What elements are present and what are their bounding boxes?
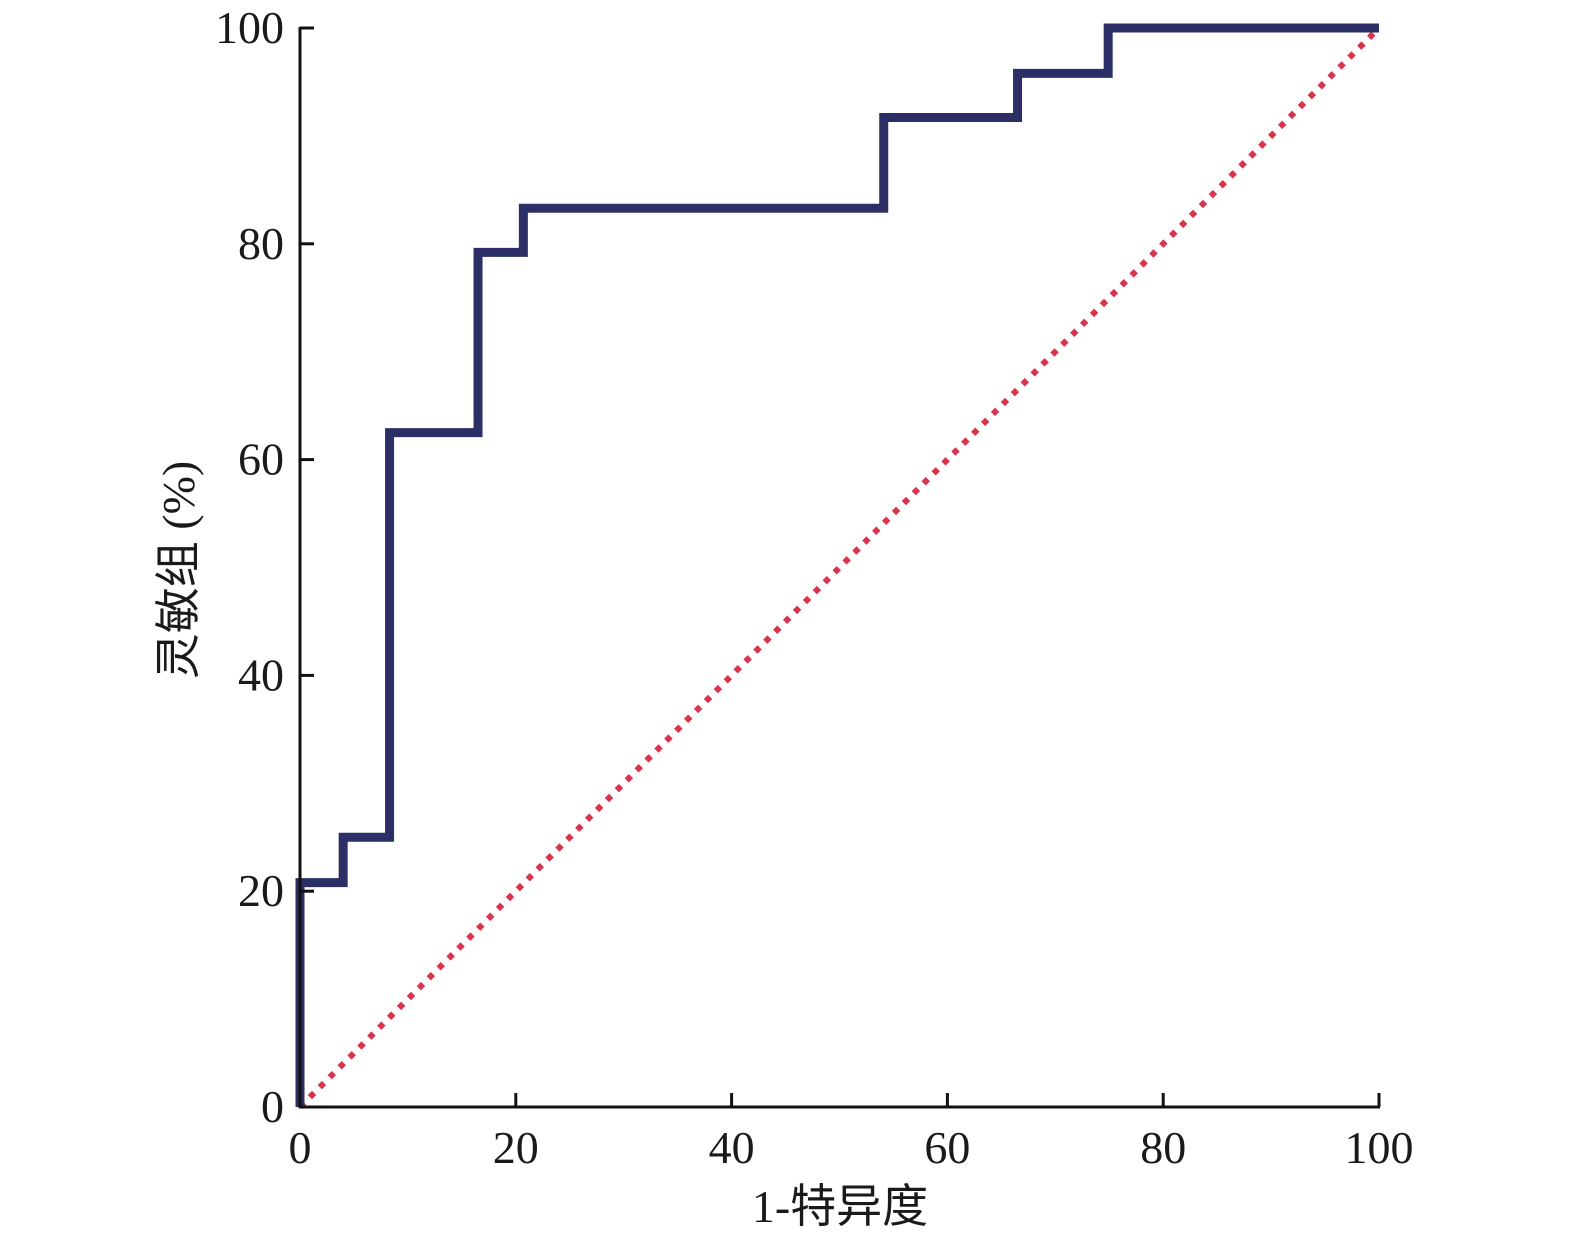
y-tick-label: 60 xyxy=(238,434,284,485)
x-tick-label: 20 xyxy=(493,1122,539,1173)
y-tick-label: 100 xyxy=(215,2,284,53)
x-tick-label: 40 xyxy=(709,1122,755,1173)
x-tick-label: 60 xyxy=(924,1122,970,1173)
reference-diagonal-line xyxy=(297,25,1382,1110)
x-tick-label: 0 xyxy=(289,1122,312,1173)
y-tick-label: 0 xyxy=(261,1081,284,1132)
y-axis-label: 灵敏组 (%) xyxy=(153,461,204,679)
x-tick-label: 80 xyxy=(1140,1122,1186,1173)
y-tick-label: 20 xyxy=(238,865,284,916)
roc-curve-line xyxy=(295,23,1379,1107)
x-axis-label: 1-特异度 xyxy=(752,1181,928,1232)
y-tick-label: 40 xyxy=(238,649,284,700)
x-tick-label: 100 xyxy=(1345,1122,1414,1173)
y-tick-label: 80 xyxy=(238,218,284,269)
